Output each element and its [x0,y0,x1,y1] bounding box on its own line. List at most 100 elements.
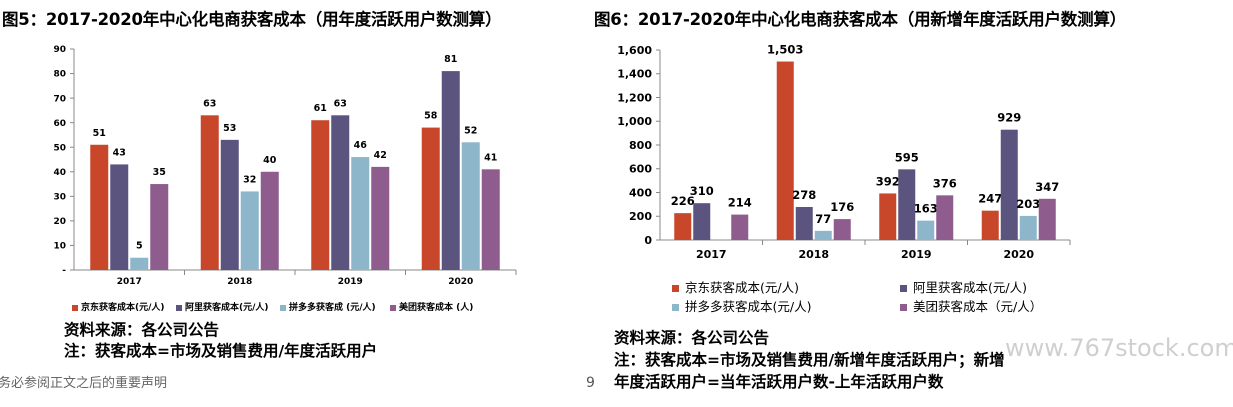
bar-pdd-2017 [130,257,149,270]
data-label: 929 [997,111,1021,125]
right-legend-pdd: 拼多多获客成本(元/人) [672,296,811,315]
x-category-label: 2019 [901,248,932,261]
left-legend-jd: 京东获客成本(元/人) [72,300,165,313]
y-tick-label: 600 [629,163,652,176]
left-legend-pdd-label: 拼多多获客成 (元/人) [289,303,376,313]
bar-ali-2018 [220,139,239,270]
data-label: 51 [93,128,106,139]
bar-meituan-2018 [260,171,279,270]
y-tick-label: 400 [629,186,652,199]
bar-jd-2018 [776,61,794,240]
right-legend-jd-label: 京东获客成本(元/人) [685,280,799,295]
y-tick-label: 80 [53,70,66,80]
right-bar-chart: 0 200 400 600 800 1,000 1,200 1,400 1,600 2017 226… [617,43,1071,261]
right-legend-pdd-label: 拼多多获客成本(元/人) [685,299,812,314]
y-tick-label: 1,000 [617,115,652,128]
bar-jd-2019 [311,120,330,270]
footer-disclaimer: 务必参阅正文之后的重要声明 [0,376,168,391]
data-label: 203 [1016,197,1040,211]
legend-swatch-pdd [280,304,286,311]
bar-meituan-2017 [150,184,169,270]
legend-swatch-jd [672,285,679,292]
bar-ali-2019 [331,115,350,270]
y-tick-label: 70 [53,94,66,104]
data-label: 347 [1035,180,1059,194]
bar-pdd-2019 [351,157,370,270]
right-legend-meituan-label: 美团获客成本（元/人） [913,299,1043,314]
data-label: 40 [263,155,277,166]
legend-swatch-jd [72,304,78,311]
right-figure-title: 图6：2017-2020年中心化电商获客成本（用新增年度活跃用户数测算） [594,10,1126,29]
data-label: 247 [978,192,1002,206]
bar-jd-2019 [879,193,897,240]
bar-jd-2018 [200,115,219,270]
y-tick-label: 20 [53,217,66,227]
bar-ali-2020 [441,71,460,270]
y-tick-label: 1,400 [617,68,652,81]
data-label: 63 [334,98,347,109]
data-label: 176 [830,200,854,214]
legend-swatch-pdd [672,304,679,311]
bar-pdd-2018 [814,230,832,240]
data-label: 77 [815,212,831,226]
legend-swatch-ali [900,285,907,292]
x-category-label: 2020 [448,277,473,286]
data-label: 35 [153,167,166,178]
y-tick-label: 1,200 [617,91,652,104]
left-legend-ali-label: 阿里获客成本(元/人) [185,303,269,313]
data-label: 41 [484,152,497,163]
bar-meituan-2020 [1038,198,1056,240]
right-legend: 京东获客成本(元/人) 阿里获客成本(元/人) 拼多多获客成本(元/人) 美团获… [672,277,1092,317]
y-tick-label: 10 [53,242,66,252]
data-label: 163 [914,202,938,216]
right-legend-ali: 阿里获客成本(元/人) [900,277,1027,296]
page-number: 9 [586,375,595,391]
legend-swatch-meituan [900,304,907,311]
bar-jd-2020 [421,127,440,270]
bar-pdd-2020 [1019,215,1037,240]
data-label: 43 [113,147,126,158]
left-bar-chart: - 10 20 30 40 50 60 70 80 90 2017 51 43 5 35 2018 63 53 32… [53,45,517,286]
x-category-label: 2017 [117,277,142,286]
bar-jd-2020 [981,210,999,240]
x-category-label: 2017 [696,248,727,261]
data-label: 63 [203,98,216,109]
bar-pdd-2019 [917,220,935,240]
legend-swatch-meituan [390,304,396,311]
right-source-note: 资料来源：各公司公告 [614,329,770,347]
data-label: 310 [690,184,714,198]
bar-ali-2019 [898,169,916,240]
data-label: 32 [243,174,256,185]
right-legend-meituan: 美团获客成本（元/人） [900,296,1042,315]
left-legend-jd-label: 京东获客成本(元/人) [81,303,165,313]
data-label: 46 [354,140,368,151]
left-legend-ali: 阿里获客成本(元/人) [176,300,269,313]
bar-pdd-2020 [461,142,480,270]
bar-jd-2017 [90,144,109,270]
data-label: 278 [792,188,816,202]
data-label: 5 [136,241,143,252]
data-label: 1,503 [767,43,803,57]
data-label: 595 [895,150,919,164]
data-label: 52 [464,125,477,136]
watermark: www.767stock.com [1005,334,1233,362]
left-legend-pdd: 拼多多获客成 (元/人) [280,300,376,313]
left-legend-meituan-label: 美团获客成本 (人) [399,303,474,313]
bar-meituan-2018 [833,219,851,240]
x-category-label: 2019 [338,277,363,286]
bar-ali-2017 [693,203,711,240]
left-source-note: 资料来源：各公司公告 [64,321,220,339]
bar-ali-2020 [1000,129,1018,240]
y-tick-label: 1,600 [617,44,652,57]
y-tick-label: 0 [644,234,652,247]
x-category-label: 2020 [1003,248,1034,261]
bar-meituan-2019 [936,195,954,240]
bar-meituan-2020 [481,169,500,270]
bar-meituan-2017 [731,214,749,240]
y-tick-label: 30 [53,192,66,202]
right-legend-jd: 京东获客成本(元/人) [672,277,799,296]
data-label: 376 [933,176,957,190]
right-formula-note-line1: 注：获客成本=市场及销售费用/新增年度活跃用户；新增 [614,351,1005,369]
data-label: 226 [671,194,695,208]
data-label: 42 [374,150,387,161]
